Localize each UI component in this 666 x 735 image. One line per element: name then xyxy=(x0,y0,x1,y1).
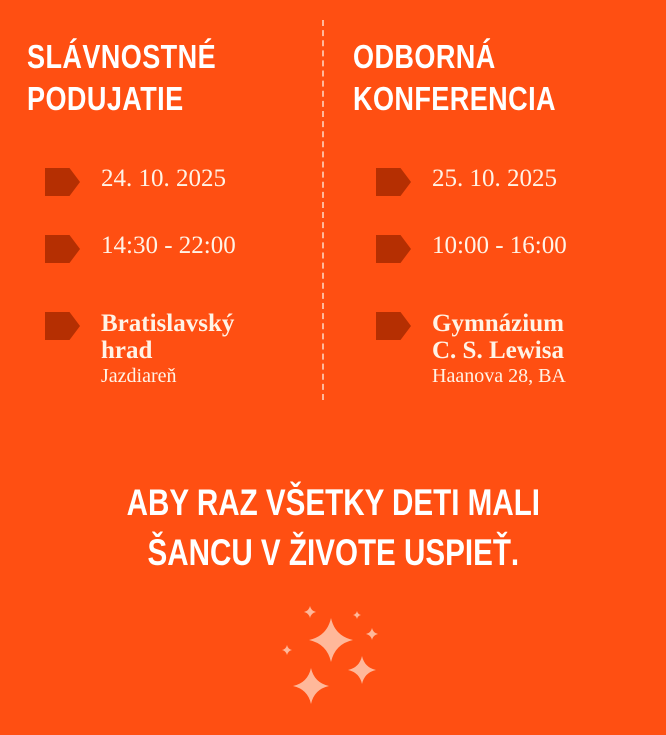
sparkle xyxy=(304,606,316,618)
event-1-venue: Bratislavský hrad Jazdiareň xyxy=(45,310,234,388)
title-line: SLÁVNOSTNÉ xyxy=(27,38,217,75)
sparkle xyxy=(293,668,329,704)
event-2-venue: Gymnázium C. S. Lewisa Haanova 28, BA xyxy=(376,310,566,388)
title-line: PODUJATIE xyxy=(27,80,184,117)
event-1-time: 14:30 - 22:00 xyxy=(45,233,236,263)
title-line: KONFERENCIA xyxy=(353,80,556,117)
title-line: ODBORNÁ xyxy=(353,38,496,75)
venue-name: Bratislavský xyxy=(101,310,235,337)
slogan: ABY RAZ VŠETKY DETI MALI ŠANCU V ŽIVOTE … xyxy=(0,478,666,578)
sparkle xyxy=(353,611,361,619)
event-2-time: 10:00 - 16:00 xyxy=(376,233,567,263)
date-text: 25. 10. 2025 xyxy=(432,165,557,192)
time-text: 14:30 - 22:00 xyxy=(101,232,236,259)
sparkle xyxy=(282,645,292,655)
venue-name: Gymnázium xyxy=(432,310,564,337)
column-divider xyxy=(322,20,324,400)
sparkle xyxy=(366,628,378,640)
slogan-line: ABY RAZ VŠETKY DETI MALI xyxy=(126,482,540,523)
event-2-date: 25. 10. 2025 xyxy=(376,166,557,196)
sparkle xyxy=(309,618,353,662)
date-text: 24. 10. 2025 xyxy=(101,165,226,192)
sparkle xyxy=(348,656,376,684)
venue-name: C. S. Lewisa xyxy=(432,337,564,364)
event-2-title: ODBORNÁ KONFERENCIA xyxy=(353,36,556,120)
venue-detail: Jazdiareň xyxy=(101,365,177,387)
slogan-line: ŠANCU V ŽIVOTE USPIEŤ. xyxy=(147,532,519,573)
venue-name: hrad xyxy=(101,337,153,364)
event-1-title: SLÁVNOSTNÉ PODUJATIE xyxy=(27,36,216,120)
time-text: 10:00 - 16:00 xyxy=(432,232,567,259)
venue-detail: Haanova 28, BA xyxy=(432,365,566,387)
event-1-date: 24. 10. 2025 xyxy=(45,166,226,196)
